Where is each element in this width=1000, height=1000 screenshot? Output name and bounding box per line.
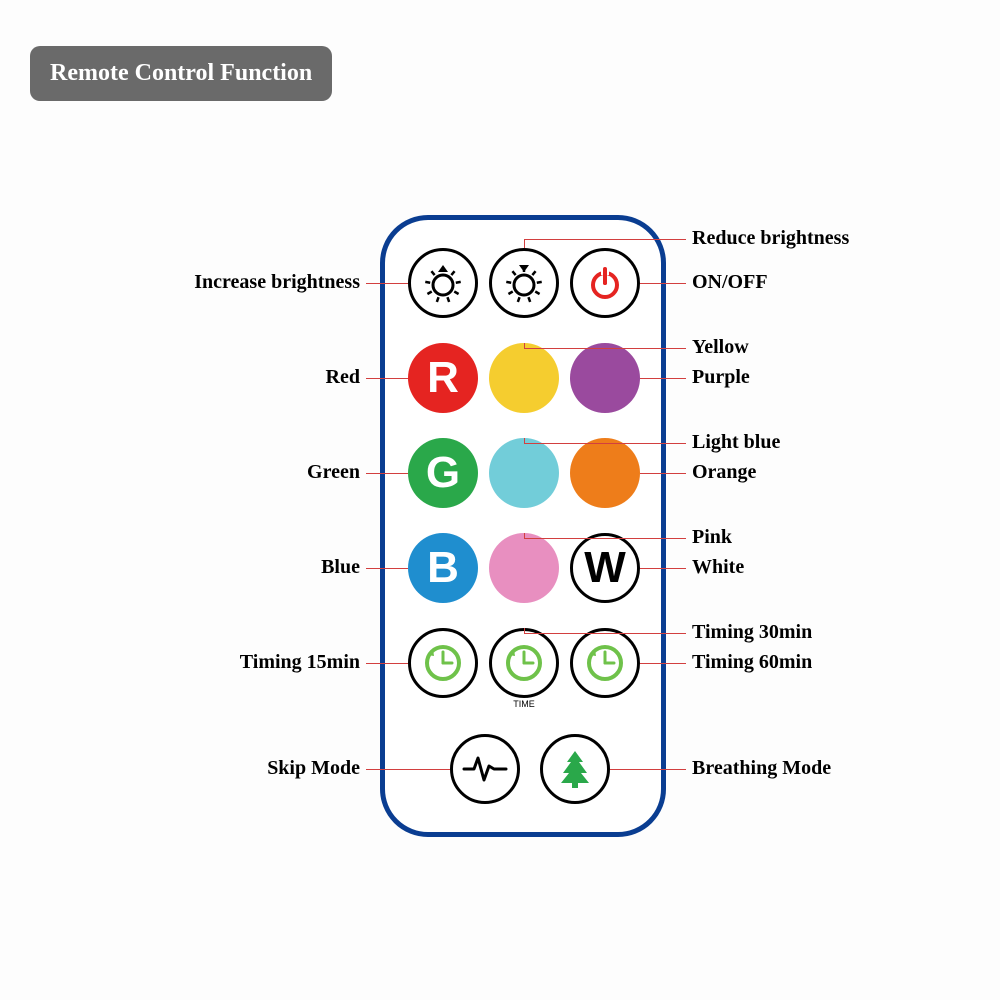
button-r3c1: G [408,438,478,508]
callout-line [366,378,408,379]
button-r4c2 [489,533,559,603]
button-r2c1: R [408,343,478,413]
callout-line [366,663,408,664]
callout-line [366,283,408,284]
button-r4c3: W [570,533,640,603]
callout-line [640,473,686,474]
button-r5c2 [489,628,559,698]
callout-line [366,568,408,569]
callout-line [640,283,686,284]
callout-label: Yellow [692,336,749,359]
callout-line [524,633,686,634]
button-r2c2 [489,343,559,413]
callout-label: Increase brightness [194,271,360,294]
callout-label: Orange [692,461,756,484]
callout-line [640,663,686,664]
button-r5c1 [408,628,478,698]
button-r6c1 [450,734,520,804]
callout-label: Timing 15min [240,651,360,674]
button-r2c3 [570,343,640,413]
callout-line [366,473,408,474]
callout-line [524,348,686,349]
callout-label: Light blue [692,431,780,454]
callout-label: Blue [321,556,360,579]
button-r6c2 [540,734,610,804]
callout-line [524,538,686,539]
callout-line [524,443,686,444]
callout-label: ON/OFF [692,271,768,294]
button-r3c2 [489,438,559,508]
title-badge: Remote Control Function [30,46,332,101]
button-r3c3 [570,438,640,508]
callout-label: Reduce brightness [692,227,849,250]
callout-line [640,568,686,569]
callout-label: Breathing Mode [692,757,831,780]
callout-line [524,239,686,240]
callout-label: Timing 30min [692,621,812,644]
callout-label: Skip Mode [267,757,360,780]
callout-line [366,769,450,770]
callout-label: Timing 60min [692,651,812,674]
button-r4c1: B [408,533,478,603]
time-label: TIME [489,699,559,709]
callout-label: White [692,556,744,579]
button-r1c3 [570,248,640,318]
button-r1c2 [489,248,559,318]
callout-line [610,769,686,770]
callout-label: Purple [692,366,750,389]
button-r1c1 [408,248,478,318]
button-r5c3 [570,628,640,698]
callout-label: Pink [692,526,732,549]
callout-label: Green [307,461,360,484]
callout-line [524,239,525,248]
callout-label: Red [326,366,360,389]
callout-line [640,378,686,379]
